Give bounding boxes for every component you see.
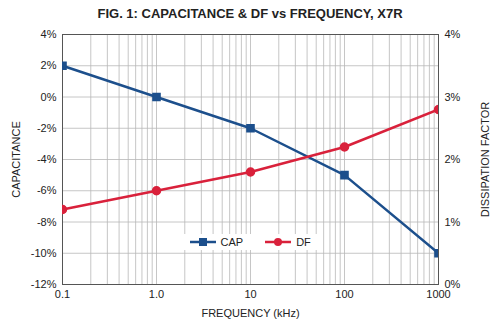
svg-text:0%: 0% <box>41 91 57 103</box>
svg-text:2%: 2% <box>41 59 57 71</box>
svg-text:1%: 1% <box>445 216 461 228</box>
svg-text:DISSIPATION FACTOR: DISSIPATION FACTOR <box>479 102 491 218</box>
svg-text:-4%: -4% <box>37 153 57 165</box>
svg-text:0.1: 0.1 <box>55 288 70 300</box>
html-text:FIG. 1: CAPACITANCE & DF vs FR: FIG. 1: CAPACITANCE & DF vs FREQUENCY, X… <box>97 6 403 21</box>
svg-text:4%: 4% <box>445 28 461 40</box>
svg-text:2%: 2% <box>445 153 461 165</box>
svg-text:100: 100 <box>335 288 353 300</box>
svg-text:3%: 3% <box>445 91 461 103</box>
svg-text:CAPACITANCE: CAPACITANCE <box>10 121 22 198</box>
html-text:CAP: CAP <box>220 235 244 248</box>
svg-text:10: 10 <box>244 288 256 300</box>
svg-text:FREQUENCY (kHz): FREQUENCY (kHz) <box>201 307 299 319</box>
html-text:DF: DF <box>296 235 311 248</box>
svg-text:-10%: -10% <box>31 247 57 259</box>
svg-text:4%: 4% <box>41 28 57 40</box>
svg-text:-8%: -8% <box>37 216 57 228</box>
svg-text:-6%: -6% <box>37 184 57 196</box>
svg-text:1.0: 1.0 <box>149 288 164 300</box>
svg-text:-2%: -2% <box>37 122 57 134</box>
svg-text:1000: 1000 <box>426 288 450 300</box>
svg-text:0%: 0% <box>445 278 461 290</box>
svg-text:-12%: -12% <box>31 278 57 290</box>
